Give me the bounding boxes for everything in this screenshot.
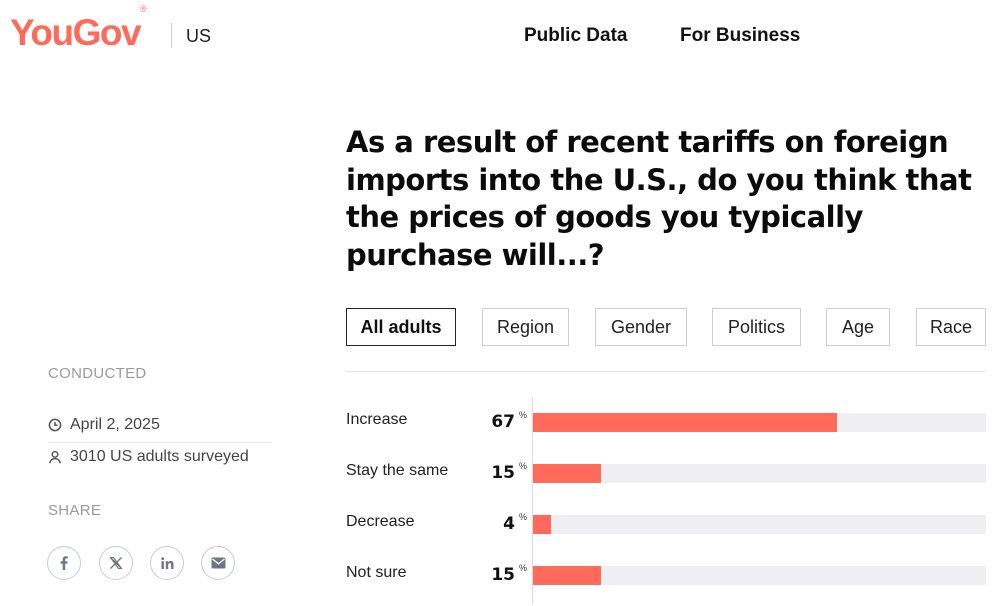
share-x-button[interactable]: [99, 546, 133, 580]
tab-politics[interactable]: Politics: [712, 308, 801, 346]
bar-percent-sign: %: [519, 461, 528, 471]
nav-for-business[interactable]: For Business: [680, 25, 801, 46]
registered-mark: ®: [140, 3, 147, 14]
region-label[interactable]: US: [186, 26, 212, 46]
x-icon: [109, 556, 123, 570]
nav-public-data[interactable]: Public Data: [524, 25, 628, 46]
clock-icon: [48, 418, 62, 432]
tab-race[interactable]: Race: [916, 308, 986, 346]
bar: [533, 413, 837, 432]
bar-percent-sign: %: [519, 410, 528, 420]
linkedin-icon: [160, 556, 173, 569]
tab-age[interactable]: Age: [826, 308, 890, 346]
conducted-date-row: April 2, 2025: [48, 416, 160, 434]
share-facebook-button[interactable]: [47, 546, 81, 580]
bar-value: 15: [491, 463, 515, 483]
logo-text: YouGov: [10, 12, 142, 53]
share-email-button[interactable]: [201, 546, 235, 580]
bar-track: [533, 464, 986, 483]
tab-all-adults[interactable]: All adults: [346, 308, 456, 346]
bar-label: Not sure: [346, 564, 407, 581]
bar-label: Increase: [346, 411, 408, 428]
bar-percent-sign: %: [519, 563, 528, 573]
bar-percent-sign: %: [519, 512, 528, 522]
bar-track: [533, 566, 986, 585]
bar: [533, 515, 552, 534]
bar: [533, 464, 601, 483]
email-icon: [211, 557, 225, 569]
bar-value: 4: [503, 514, 515, 534]
bar: [533, 566, 601, 585]
person-icon: [49, 450, 61, 464]
bar-track: [533, 515, 986, 534]
meta-divider: [48, 442, 272, 443]
facebook-icon: [60, 556, 68, 570]
survey-question: As a result of recent tariffs on foreign…: [346, 125, 972, 272]
tab-gender[interactable]: Gender: [595, 308, 687, 346]
bar-value: 67: [491, 412, 515, 432]
tabs-divider: [346, 371, 986, 372]
share-heading: SHARE: [48, 502, 102, 519]
conducted-heading: CONDUCTED: [48, 365, 147, 382]
yougov-logo[interactable]: YouGov®: [10, 4, 147, 54]
sample-size: 3010 US adults surveyed: [70, 448, 249, 465]
sample-size-row: 3010 US adults surveyed: [48, 448, 249, 466]
logo-divider: [171, 23, 172, 48]
bar-label: Stay the same: [346, 462, 449, 479]
conducted-date: April 2, 2025: [70, 416, 160, 433]
bar-label: Decrease: [346, 513, 415, 530]
chart-axis: [532, 398, 533, 604]
share-linkedin-button[interactable]: [150, 546, 184, 580]
bar-value: 15: [491, 565, 515, 585]
bar-track: [533, 413, 986, 432]
tab-region[interactable]: Region: [482, 308, 569, 346]
